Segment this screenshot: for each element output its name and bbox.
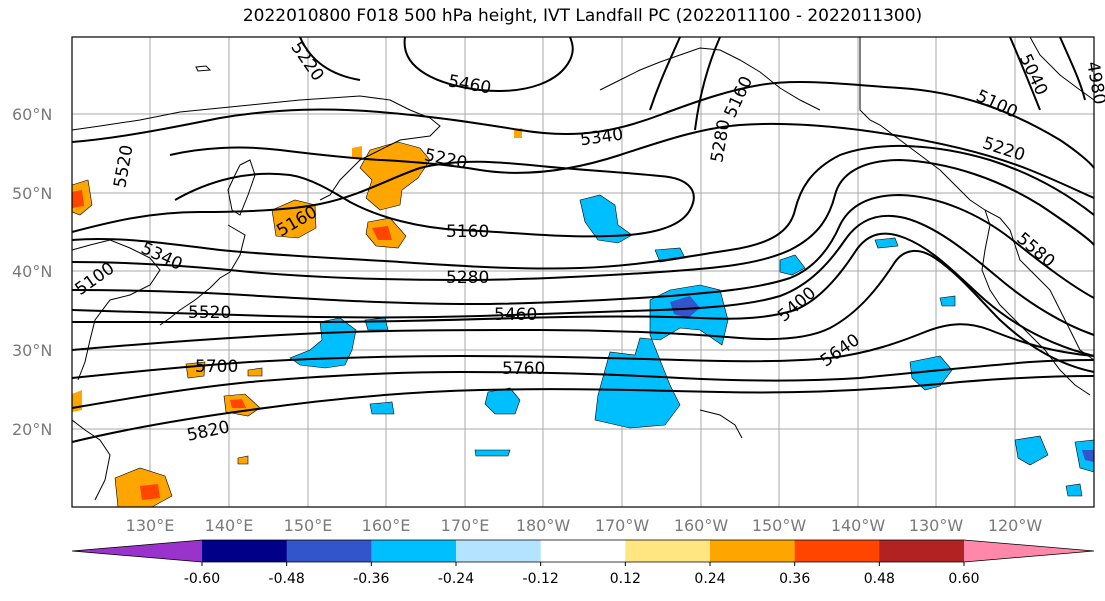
colorbar: -0.60 -0.48 -0.36 -0.24 -0.12 0.12 0.24 0.36 0.4… [71,539,1095,587]
colorbar-segment [625,540,711,562]
contour-label: 5760 [502,359,545,379]
lon-label: 180°W [516,516,571,535]
lat-label: 60°N [12,105,52,124]
colorbar-tick-label: -0.36 [353,571,389,587]
lon-label: 130°W [909,516,964,535]
contour-label: 5460 [494,305,537,325]
lat-label: 50°N [12,184,52,203]
colorbar-segment [72,540,202,562]
height-contours [71,36,1095,443]
lon-label: 150°W [752,516,807,535]
lon-label: 130°E [126,516,175,535]
lon-label: 140°E [205,516,254,535]
colorbar-segment [371,540,457,562]
lon-label: 160°W [674,516,729,535]
longitude-labels: 130°E 140°E 150°E 160°E 170°E 180°W 170°… [126,516,1043,535]
contour-label: 5520 [188,303,231,323]
colorbar-segment [540,540,626,562]
gridlines [72,37,1094,507]
colorbar-tick-label: -0.48 [269,571,305,587]
ivt-shading [71,128,1095,508]
colorbar-segment [794,540,880,562]
colorbar-segment [879,540,965,562]
colorbar-segment [202,540,288,562]
contour-label: 5700 [195,357,238,377]
colorbar-tick-label: 0.24 [694,571,725,587]
colorbar-tick-label: -0.60 [184,571,220,587]
lon-label: 170°E [441,516,490,535]
lat-label: 30°N [12,341,52,360]
colorbar-segment [964,540,1094,562]
colorbar-tick-label: 0.48 [864,571,895,587]
colorbar-segment [710,540,796,562]
lon-label: 140°W [831,516,886,535]
colorbar-tick-label: 0.12 [610,571,641,587]
colorbar-tick-label: -0.12 [523,571,559,587]
latitude-labels: 60°N 50°N 40°N 30°N 20°N [12,105,52,439]
colorbar-segment [456,540,542,562]
map-title: 2022010800 F018 500 hPa height, IVT Land… [242,6,923,26]
colorbar-tick-label: 0.60 [948,571,979,587]
lon-label: 170°W [595,516,650,535]
colorbar-segment [286,540,372,562]
lon-label: 120°W [988,516,1043,535]
colorbar-tick-label: -0.24 [438,571,474,587]
map-border [71,36,1095,508]
lat-label: 20°N [12,420,52,439]
contour-label: 5280 [446,268,489,288]
lon-label: 160°E [362,516,411,535]
lat-label: 40°N [12,262,52,281]
contour-label: 5160 [446,222,489,242]
colorbar-tick-label: 0.36 [779,571,810,587]
lon-label: 150°E [284,516,333,535]
